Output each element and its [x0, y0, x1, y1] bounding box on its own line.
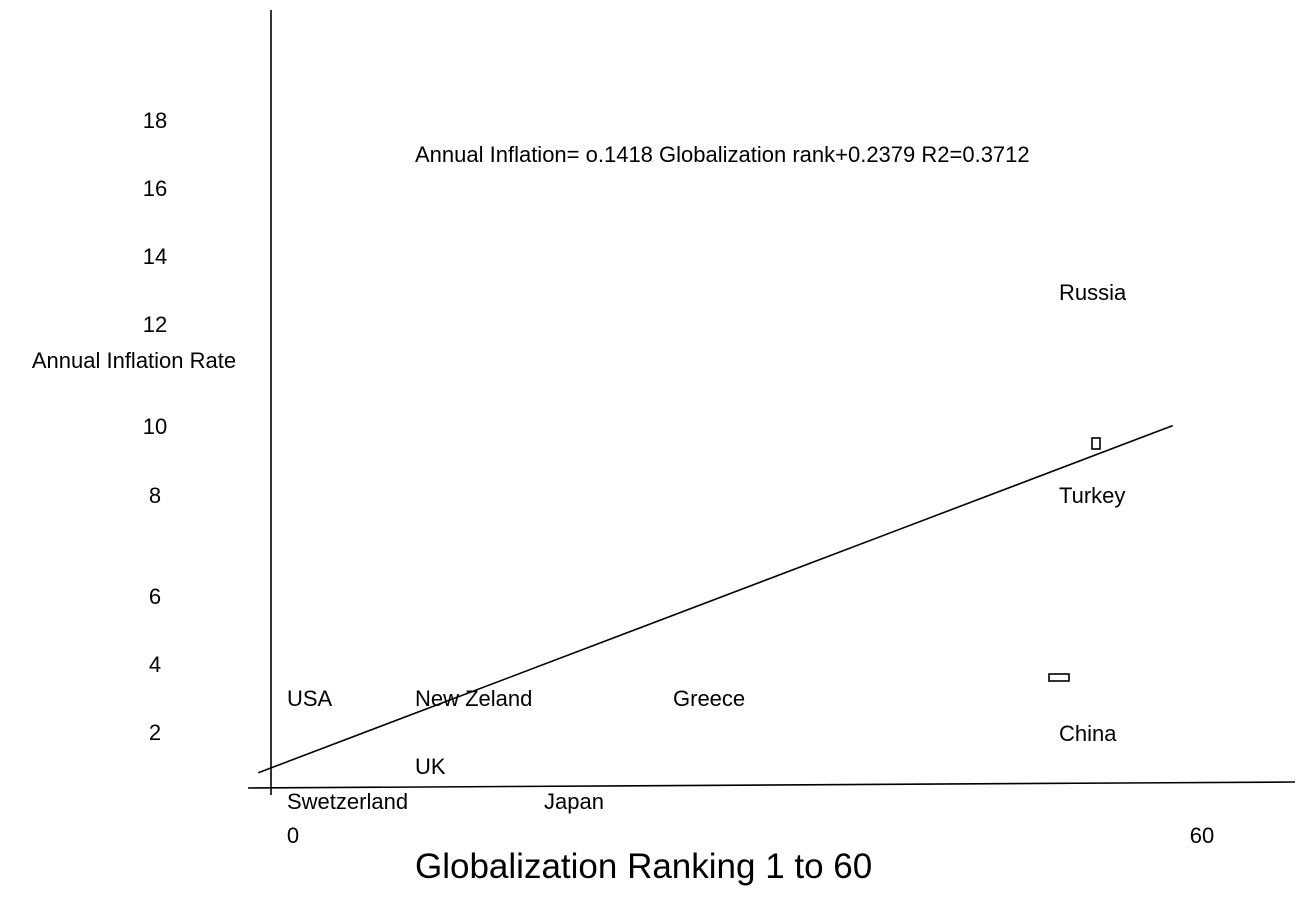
y-tick-label: 6: [149, 584, 161, 609]
y-tick-label: 12: [143, 312, 167, 337]
marker-group: [1048, 437, 1101, 682]
point-label: Greece: [673, 686, 745, 711]
x-axis-label: Globalization Ranking 1 to 60: [415, 847, 872, 886]
y-tick-label: 10: [143, 414, 167, 439]
y-tick-label: 8: [149, 483, 161, 508]
point-label: China: [1059, 721, 1117, 746]
y-tick-label: 14: [143, 244, 167, 269]
point-label: Russia: [1059, 280, 1127, 305]
y-axis-label: Annual Inflation Rate: [32, 348, 236, 373]
regression-equation: Annual Inflation= o.1418 Globalization r…: [415, 142, 1030, 167]
x-tick-label: 60: [1190, 823, 1214, 848]
y-tick-labels: 2 4 6 8 10 12 14 16 18: [143, 108, 167, 745]
data-marker: [1091, 437, 1101, 450]
x-tick-label: 0: [287, 823, 299, 848]
point-label: New Zeland: [415, 686, 532, 711]
point-label: Turkey: [1059, 483, 1125, 508]
trend-line: [258, 424, 1173, 774]
point-labels: USA New Zeland Greece UK Swetzerland Japan Rus…: [287, 280, 1127, 814]
x-tick-labels: 0 60: [287, 823, 1214, 848]
trendline-group: [258, 424, 1173, 774]
y-tick-label: 18: [143, 108, 167, 133]
y-tick-label: 16: [143, 176, 167, 201]
y-tick-label: 4: [149, 652, 161, 677]
point-label: USA: [287, 686, 333, 711]
point-label: Swetzerland: [287, 789, 408, 814]
y-tick-label: 2: [149, 720, 161, 745]
data-marker: [1048, 673, 1070, 682]
axes: [247, 10, 1296, 795]
point-label: Japan: [544, 789, 604, 814]
x-axis-line: [247, 781, 1296, 789]
point-label: UK: [415, 754, 446, 779]
